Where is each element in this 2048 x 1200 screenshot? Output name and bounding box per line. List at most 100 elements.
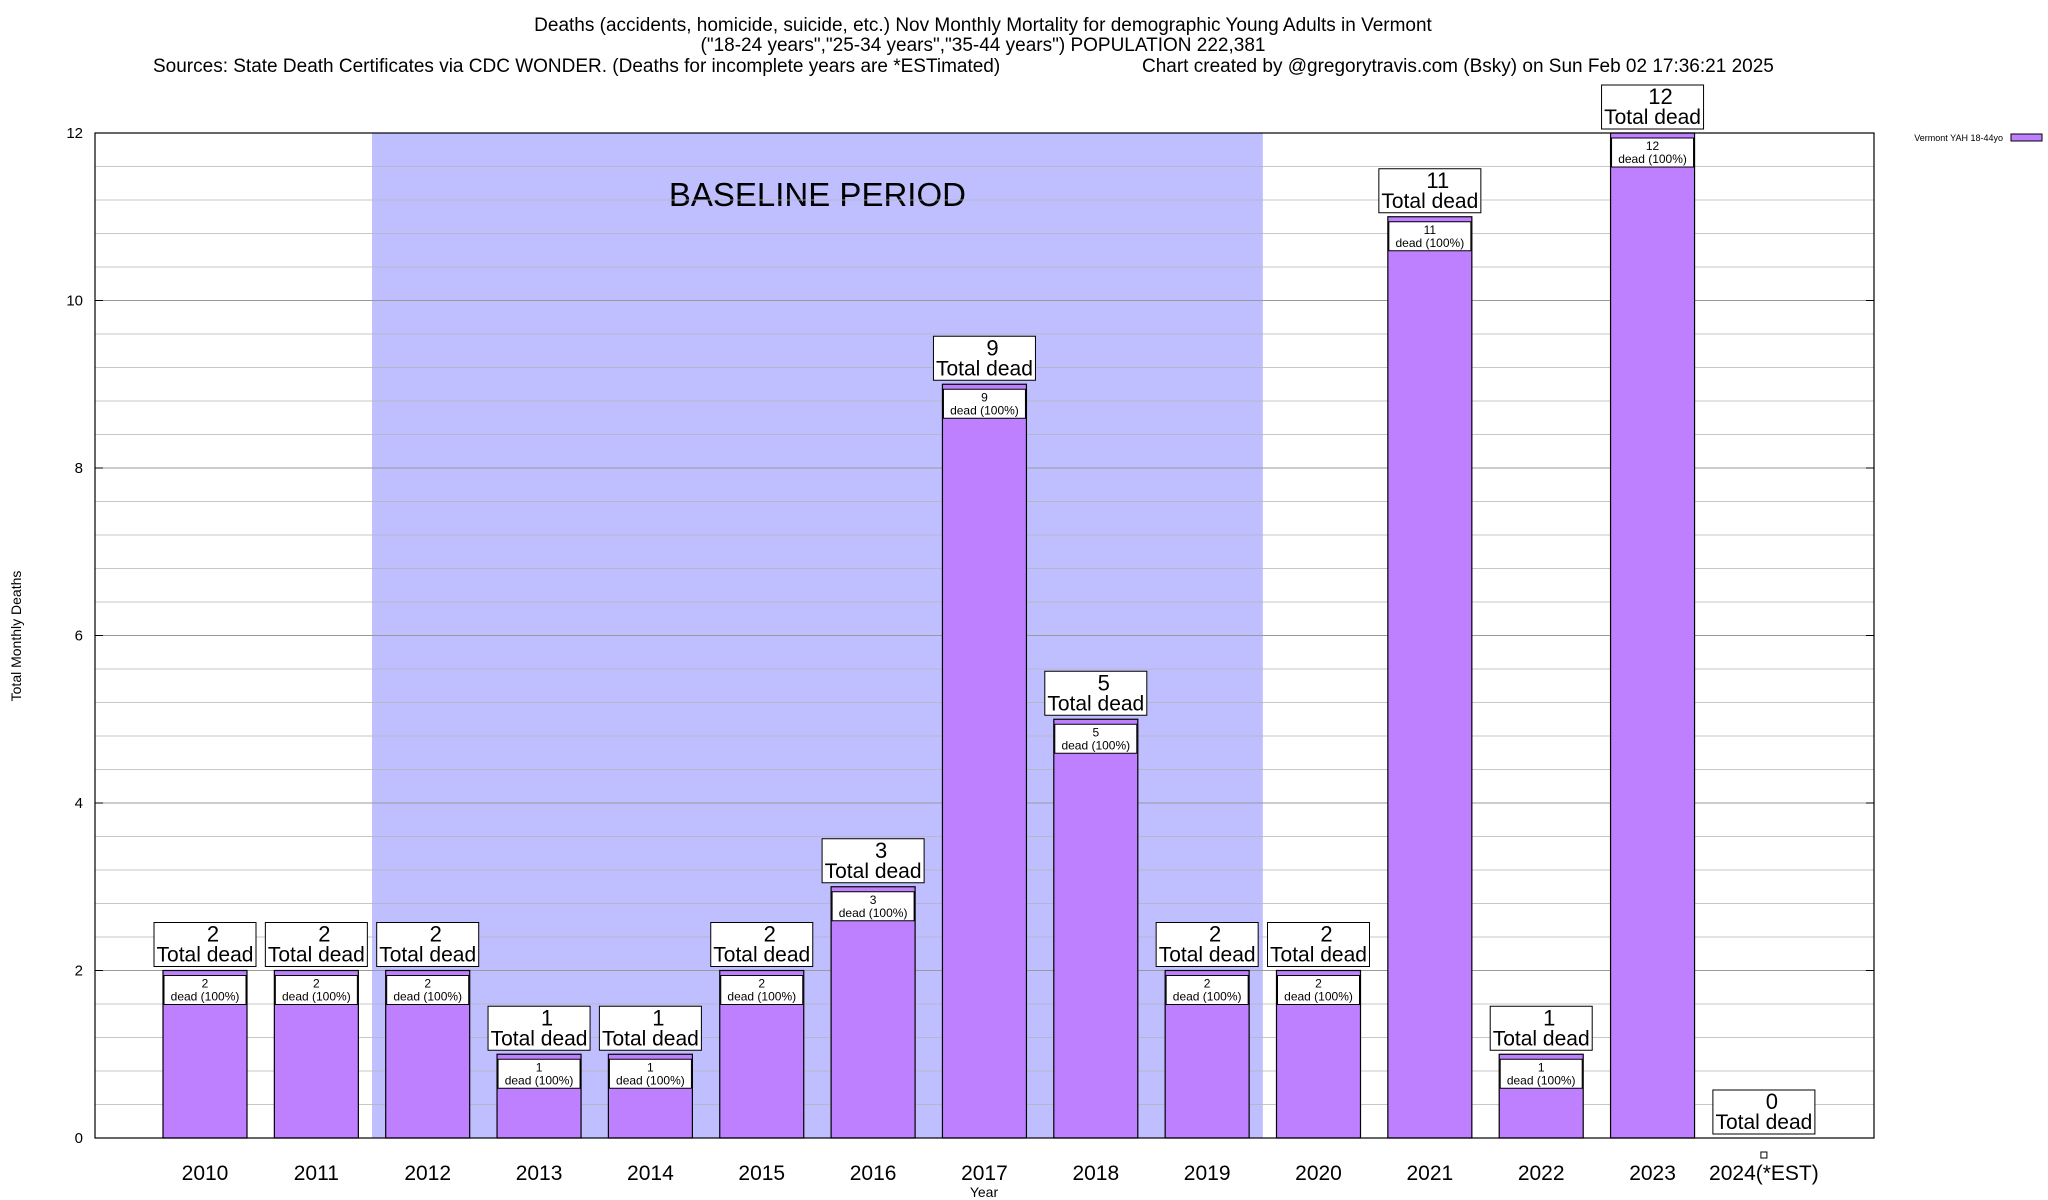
inner-label-value-2020: 2 [1315, 977, 1322, 991]
total-label-value-2018: 5 [1098, 670, 1110, 695]
inner-label-value-2013: 1 [536, 1060, 543, 1074]
total-label-box-2015 [710, 922, 814, 967]
total-label-text-2010: Total dead [157, 944, 254, 967]
inner-label-text-2023: dead (100%) [1618, 152, 1687, 166]
inner-label-value-2015: 2 [758, 977, 765, 991]
bar-2021 [1387, 216, 1473, 1139]
inner-label-text-2016: dead (100%) [839, 906, 908, 920]
y-axis-label: Total Monthly Deaths [8, 571, 24, 702]
inner-label-box-2022 [1499, 1058, 1583, 1089]
total-label-box-2022 [1489, 1005, 1593, 1051]
total-label-box-2020 [1267, 922, 1370, 967]
total-label-box-2019 [1155, 922, 1259, 967]
total-label-value-2012: 2 [430, 922, 442, 947]
total-label-value-2019: 2 [1209, 922, 1221, 947]
bar-2017 [941, 383, 1028, 1139]
total-label-text-2012: Total dead [379, 944, 476, 967]
x-tick-label-2020: 2020 [1295, 1162, 1342, 1185]
x-tick-label-2013: 2013 [516, 1162, 563, 1185]
y-tick-label: 4 [75, 795, 83, 812]
total-label-text-2019: Total dead [1159, 944, 1256, 967]
total-label-box-2023 [1601, 84, 1705, 130]
inner-label-value-2019: 2 [1204, 977, 1211, 991]
inner-label-value-2023: 12 [1646, 139, 1660, 153]
total-label-text-2018: Total dead [1047, 692, 1144, 715]
total-label-value-2016: 3 [875, 838, 887, 863]
inner-label-box-2016 [831, 891, 915, 922]
total-label-value-2024(*EST): 0 [1766, 1089, 1778, 1114]
bar-2018 [1053, 718, 1139, 1139]
y-tick-label: 6 [75, 628, 83, 645]
inner-label-value-2022: 1 [1538, 1060, 1545, 1074]
legend-swatch [2010, 133, 2043, 142]
inner-label-text-2013: dead (100%) [505, 1073, 574, 1087]
total-label-text-2021: Total dead [1381, 190, 1478, 213]
inner-label-box-2017 [942, 388, 1026, 419]
inner-label-value-2014: 1 [647, 1060, 654, 1074]
total-label-value-2022: 1 [1543, 1005, 1555, 1030]
y-tick-label: 2 [75, 963, 83, 980]
total-label-box-2016 [821, 838, 925, 884]
x-tick-label-2015: 2015 [738, 1162, 785, 1185]
total-label-text-2013: Total dead [491, 1027, 588, 1050]
total-label-text-2015: Total dead [713, 944, 810, 967]
inner-label-box-2011 [274, 975, 358, 1005]
inner-label-value-2010: 2 [202, 977, 209, 991]
total-label-box-2017 [932, 335, 1036, 381]
total-label-value-2023: 12 [1648, 84, 1672, 109]
total-label-value-2010: 2 [207, 922, 219, 947]
total-label-text-2020: Total dead [1270, 944, 1367, 967]
total-label-value-2011: 2 [318, 922, 330, 947]
x-tick-label-2012: 2012 [404, 1162, 451, 1185]
x-tick-label-2010: 2010 [182, 1162, 229, 1185]
sources-text: Sources: State Death Certificates via CD… [153, 56, 1000, 77]
bar-2016 [830, 886, 916, 1139]
total-label-box-2010 [153, 922, 257, 967]
x-tick-label-2024(*EST): 2024(*EST) [1709, 1162, 1819, 1185]
title-line-1: Deaths (accidents, homicide, suicide, et… [534, 15, 1432, 36]
total-label-box-2014 [598, 1005, 702, 1051]
total-label-text-2016: Total dead [825, 860, 922, 883]
total-label-text-2014: Total dead [602, 1027, 699, 1050]
total-label-value-2021: 11 [1426, 168, 1449, 193]
x-axis-label: Year [970, 1184, 999, 1200]
inner-label-box-2018 [1054, 723, 1138, 754]
total-label-value-2015: 2 [764, 922, 776, 947]
y-tick-label: 0 [75, 1130, 83, 1147]
y-tick-label: 10 [66, 293, 83, 310]
total-label-text-2024(*EST): Total dead [1715, 1111, 1812, 1134]
chart-title: Deaths (accidents, homicide, suicide, et… [153, 15, 1774, 77]
x-tick-label-2022: 2022 [1518, 1162, 1565, 1185]
inner-label-value-2011: 2 [313, 977, 320, 991]
baseline-period-label: BASELINE PERIOD [669, 176, 966, 213]
total-label-text-2022: Total dead [1493, 1027, 1590, 1050]
inner-label-text-2012: dead (100%) [393, 990, 462, 1004]
total-label-box-2024(*EST) [1712, 1089, 1816, 1135]
inner-label-box-2010 [163, 975, 247, 1005]
x-tick-label-2019: 2019 [1184, 1162, 1231, 1185]
inner-label-text-2017: dead (100%) [950, 403, 1019, 417]
inner-label-box-2014 [608, 1058, 692, 1089]
inner-label-text-2020: dead (100%) [1284, 990, 1353, 1004]
total-label-box-2012 [376, 922, 480, 967]
inner-label-box-2012 [386, 975, 470, 1005]
bar-2023 [1609, 132, 1696, 1139]
total-label-box-2021 [1378, 168, 1482, 214]
inner-label-box-2021 [1388, 221, 1472, 252]
x-tick-label-2014: 2014 [627, 1162, 674, 1185]
inner-label-text-2022: dead (100%) [1507, 1073, 1576, 1087]
inner-label-box-2019 [1165, 975, 1249, 1005]
y-tick-label: 8 [75, 460, 83, 477]
total-label-value-2017: 9 [986, 335, 998, 360]
inner-label-box-2015 [720, 975, 804, 1005]
inner-label-value-2012: 2 [424, 977, 431, 991]
inner-label-box-2020 [1277, 975, 1360, 1005]
x-tick-label-2016: 2016 [850, 1162, 897, 1185]
inner-label-text-2019: dead (100%) [1173, 990, 1242, 1004]
x-tick-label-2011: 2011 [294, 1162, 339, 1185]
total-label-value-2020: 2 [1320, 922, 1332, 947]
x-tick-label-2017: 2017 [961, 1162, 1008, 1185]
bar-2024(*EST) [1760, 1151, 1768, 1159]
total-label-text-2017: Total dead [936, 357, 1033, 380]
